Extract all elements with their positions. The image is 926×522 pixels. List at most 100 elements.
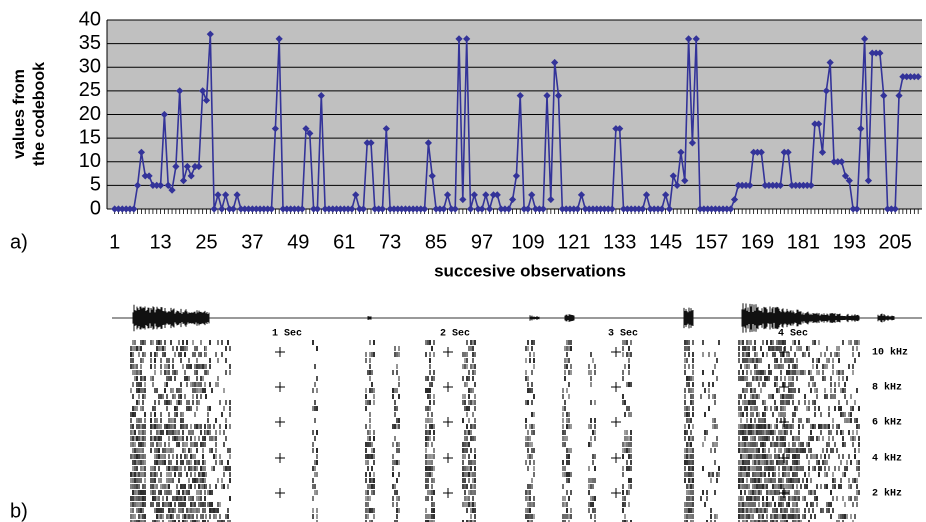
spectrogram-speck <box>776 376 778 381</box>
spectrogram-speck <box>184 352 186 357</box>
time-marker <box>275 382 285 392</box>
spectrogram-speck <box>758 508 760 513</box>
data-marker <box>344 205 352 213</box>
spectrogram-speck <box>182 514 184 519</box>
y-tick-label: 25 <box>79 79 101 101</box>
spectrogram-speck <box>628 370 630 375</box>
data-marker <box>753 148 762 156</box>
spectrogram-speck <box>202 484 204 489</box>
spectrogram-speck <box>804 472 806 477</box>
spectrogram-speck <box>738 460 740 465</box>
spectrogram-speck <box>202 478 204 483</box>
spectrogram-speck <box>740 448 742 453</box>
spectrogram-speck <box>782 352 784 357</box>
spectrogram-speck <box>772 466 774 471</box>
spectrogram-speck <box>780 400 782 405</box>
spectrogram-speck <box>186 490 188 495</box>
spectrogram-speck <box>158 448 160 453</box>
spectrogram-speck <box>690 514 692 519</box>
spectrogram-speck <box>373 454 375 459</box>
spectrogram-speck <box>778 472 780 477</box>
spectrogram-speck <box>692 454 694 459</box>
data-marker <box>600 205 609 213</box>
spectrogram-speck <box>796 472 798 477</box>
spectrogram-speck <box>168 436 170 441</box>
spectrogram-speck <box>688 496 690 501</box>
spectrogram-speck <box>832 394 834 399</box>
spectrogram-speck <box>130 424 132 429</box>
spectrogram-speck <box>525 424 527 429</box>
spectrogram-speck <box>788 424 790 429</box>
data-marker <box>114 205 123 213</box>
spectrogram-speck <box>470 484 472 489</box>
spectrogram-speck <box>742 436 744 441</box>
spectrogram-speck <box>136 460 138 465</box>
x-tick-label: 49 <box>287 231 309 253</box>
spectrogram-speck <box>716 442 718 447</box>
spectrogram-speck <box>394 400 396 405</box>
spectrogram-speck <box>854 418 856 423</box>
spectrogram-speck <box>130 436 132 441</box>
data-marker <box>903 73 911 81</box>
spectrogram-speck <box>470 364 472 369</box>
time-marker <box>779 488 789 498</box>
data-marker <box>891 205 899 213</box>
spectrogram-speck <box>365 394 367 399</box>
spectrogram-speck <box>796 484 798 489</box>
spectrogram-speck <box>194 478 196 483</box>
spectrogram-speck <box>762 382 764 387</box>
spectrogram-speck <box>130 358 132 363</box>
spectrogram-speck <box>760 520 762 522</box>
spectrogram-speck <box>738 406 740 411</box>
spectrogram-speck <box>186 454 188 459</box>
spectrogram-speck <box>628 346 630 351</box>
data-marker <box>623 205 631 213</box>
spectrogram-speck <box>766 406 768 411</box>
spectrogram-speck <box>740 442 742 447</box>
spectrogram-speck <box>750 358 752 363</box>
spectrogram-speck <box>738 370 740 375</box>
spectrogram-speck <box>844 382 846 387</box>
spectrogram-speck <box>802 448 804 453</box>
spectrogram-speck <box>750 496 752 501</box>
spectrogram-speck <box>198 436 200 441</box>
data-marker <box>359 205 367 213</box>
spectrogram-speck <box>684 478 686 483</box>
spectrogram-speck <box>714 520 716 522</box>
spectrogram-speck <box>824 352 826 357</box>
spectrogram-speck <box>474 508 476 513</box>
spectrogram-speck <box>828 430 830 435</box>
spectrogram-speck <box>822 364 824 369</box>
spectrogram-speck <box>365 490 367 495</box>
spectrogram-speck <box>838 484 840 489</box>
spectrogram-speck <box>758 490 760 495</box>
spectrogram-speck <box>754 460 756 465</box>
data-marker <box>788 181 796 189</box>
spectrogram-speck <box>369 520 371 522</box>
data-marker <box>677 148 685 156</box>
spectrogram-speck <box>160 514 162 519</box>
spectrogram-speck <box>425 496 427 501</box>
spectrogram-speck <box>752 478 754 483</box>
spectrogram-speck <box>180 418 182 423</box>
spectrogram-speck <box>748 424 750 429</box>
spectrogram-speck <box>152 496 154 501</box>
spectrogram-speck <box>820 352 822 357</box>
spectrogram-speck <box>529 442 531 447</box>
spectrogram-speck <box>369 430 371 435</box>
spectrogram-speck <box>684 460 686 465</box>
spectrogram-speck <box>844 514 846 519</box>
spectrogram-speck <box>746 478 748 483</box>
spectrogram-speck <box>396 388 398 393</box>
spectrogram-speck <box>162 508 164 513</box>
spectrogram-speck <box>784 340 786 345</box>
spectrogram-speck <box>180 472 182 477</box>
spectrogram-speck <box>172 418 174 423</box>
spectrogram-speck <box>690 442 692 447</box>
spectrogram-speck <box>790 346 792 351</box>
spectrogram-speck <box>213 424 215 429</box>
spectrogram-speck <box>433 454 435 459</box>
spectrogram-speck <box>790 478 792 483</box>
spectrogram-speck <box>474 394 476 399</box>
